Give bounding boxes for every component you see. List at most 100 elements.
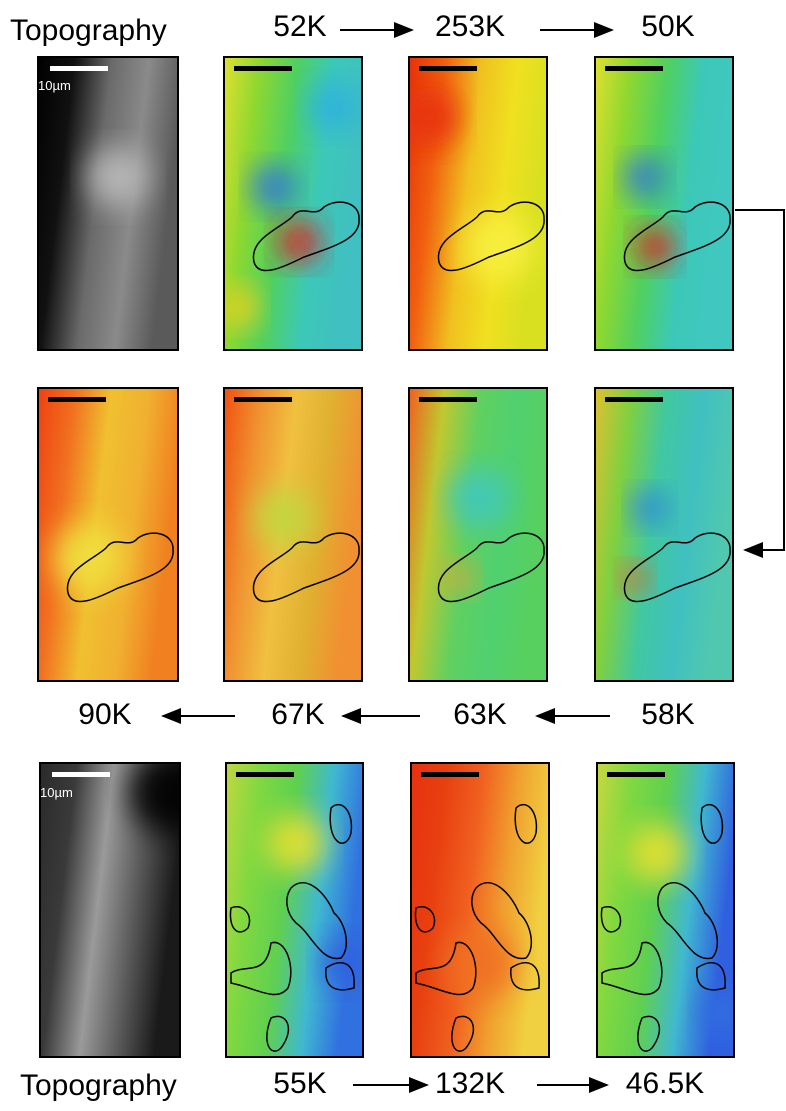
region-outline [510,962,540,991]
scale-bar [234,397,292,402]
panel-border [596,762,735,1058]
row-label: Topography [10,14,167,47]
color-spot [449,468,509,528]
region-outline [601,941,663,996]
panel-content [38,57,178,350]
scale-label: 10µm [38,78,71,93]
region-outline [657,882,719,960]
color-spot [621,564,649,592]
row-label: Topography [20,1069,177,1102]
color-spot [252,165,296,209]
region-outline [286,882,348,960]
panel-border [39,762,181,1058]
image-panel [408,387,548,682]
color-spot [224,287,259,327]
region-outline [230,941,292,996]
image-panel [37,56,179,351]
region-outline [66,532,174,603]
region-outline [329,803,353,844]
panel-border [225,762,364,1058]
panel-background [595,388,733,681]
temperature: 132K [435,1067,505,1100]
connector-arrow [735,209,785,558]
region-outline [252,201,360,272]
panel-content [409,388,547,681]
panel-border [594,56,734,351]
color-spot [635,227,675,267]
panels [37,56,735,1058]
color-spot [88,147,148,207]
panel-content [411,763,549,1057]
color-spot [277,220,321,264]
panel-content [409,57,547,350]
color-spot [444,563,474,593]
panel-content [595,57,733,350]
scale-label: 10µm [40,785,73,800]
region-outline [514,803,538,844]
panel-content [40,763,180,1057]
image-panel [408,56,548,351]
color-spot [130,763,180,833]
color-spot [625,157,665,197]
scale-bar [605,66,663,71]
panel-content [595,388,733,681]
temperature: 46.5K [626,1067,704,1100]
panel-background [411,763,549,1057]
panel-background [595,57,733,350]
panel-background [226,763,363,1057]
color-spot [700,991,734,1035]
scale-bar [48,397,106,402]
color-spot [309,82,359,132]
temperature: 90K [78,698,131,731]
region-outline [623,201,731,272]
panel-border [408,387,548,682]
region-outline [325,962,355,991]
panel-border [223,387,363,682]
color-spot [632,490,668,526]
region-outline [229,906,251,933]
color-spot [409,87,459,147]
region-outline [696,962,726,991]
panel-background [409,388,547,681]
region-outline [414,906,436,933]
region-outline [600,906,622,933]
image-panel [225,762,364,1058]
scale-bar [236,772,294,777]
region-outline [415,941,477,996]
scale-bar [607,772,665,777]
panel-border [408,56,548,351]
region-outline [623,532,731,603]
panel-content [597,763,734,1057]
panel-content [38,388,178,681]
color-spot [446,928,516,998]
color-spot [53,523,123,593]
temperature: 63K [453,698,506,731]
temperature: 253K [435,10,505,43]
image-panel [594,387,734,682]
temperature: 55K [273,1067,326,1100]
image-panel [223,387,363,682]
panel-content [224,388,362,681]
panel-border [37,387,179,682]
image-panel [223,56,363,351]
scale-bar [50,66,108,71]
region-outline [266,1015,290,1052]
image-panel [37,387,179,682]
scale-bar [421,772,479,777]
region-outline [637,1015,661,1052]
region-outline [437,201,545,272]
color-spot [266,813,326,873]
image-panel [596,762,735,1058]
temperature: 52K [273,10,326,43]
region-outline [437,532,545,603]
scale-bar [419,397,477,402]
image-panel [39,762,181,1058]
scale-bar [605,397,663,402]
region-outline [252,532,360,603]
panel-border [594,387,734,682]
image-panel [410,762,550,1058]
scale-bar [52,772,110,777]
region-outline [471,882,533,960]
panel-content [226,763,363,1057]
